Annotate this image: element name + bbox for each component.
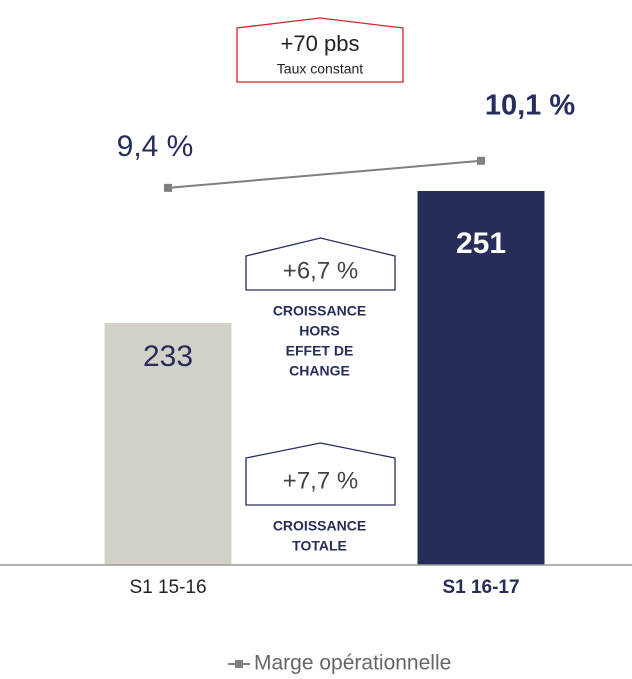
- annotation-box: [236, 17, 404, 83]
- annotation-text: +70 pbs: [281, 31, 360, 56]
- annotation-text: +6,7 %: [283, 257, 358, 284]
- line-marker: [164, 183, 172, 192]
- legend-marker: [235, 660, 243, 668]
- bar: [104, 323, 232, 565]
- annotation-caption: CHANGE: [289, 363, 350, 379]
- line: [167, 159, 482, 189]
- line-marker: [477, 156, 485, 165]
- annotation-caption: CROISSANCE: [273, 303, 366, 319]
- line-value-label: 9,4 %: [117, 130, 194, 163]
- bar-value-label: 233: [143, 340, 193, 373]
- annotation-caption: HORS: [299, 323, 339, 339]
- annotation-subtext: Taux constant: [277, 61, 363, 77]
- x-tick-label: S1 15-16: [129, 577, 206, 598]
- annotation-caption: EFFET DE: [286, 343, 354, 359]
- bar: [417, 191, 545, 565]
- annotation-text: +7,7 %: [283, 467, 358, 494]
- legend-label: Marge opérationnelle: [254, 652, 451, 675]
- annotation-caption: TOTALE: [292, 538, 347, 554]
- line-value-label: 10,1 %: [485, 90, 575, 122]
- annotation-box: [245, 442, 396, 506]
- x-tick-label: S1 16-17: [442, 577, 519, 598]
- annotation-caption: CROISSANCE: [273, 518, 366, 534]
- annotation-box: [245, 237, 396, 291]
- bar-value-label: 251: [456, 227, 506, 260]
